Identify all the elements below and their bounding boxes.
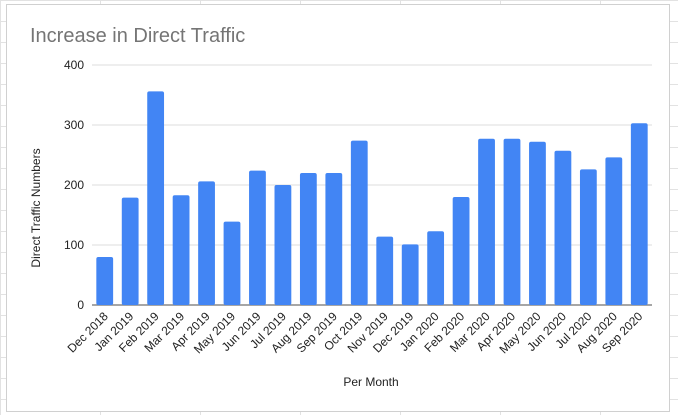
x-axis-label: Per Month: [343, 375, 398, 389]
y-tick-label: 200: [64, 178, 84, 192]
y-tick-label: 400: [64, 58, 84, 72]
bar[interactable]: [503, 138, 521, 305]
bar[interactable]: [299, 173, 317, 305]
bar[interactable]: [579, 169, 597, 305]
bar[interactable]: [223, 221, 241, 305]
bar[interactable]: [350, 140, 368, 305]
y-tick-label: 300: [64, 118, 84, 132]
bar[interactable]: [478, 138, 495, 305]
bar[interactable]: [96, 257, 114, 305]
bar[interactable]: [325, 173, 343, 305]
bar[interactable]: [198, 181, 215, 305]
bar[interactable]: [274, 185, 292, 305]
bar[interactable]: [529, 141, 546, 305]
chart-title: Increase in Direct Traffic: [30, 25, 245, 47]
bar[interactable]: [147, 91, 165, 306]
bar[interactable]: [452, 197, 470, 305]
bar[interactable]: [376, 236, 394, 305]
bar[interactable]: [630, 123, 648, 305]
bar[interactable]: [401, 244, 419, 305]
bar[interactable]: [554, 150, 572, 305]
y-tick-label: 0: [77, 298, 84, 312]
bar[interactable]: [249, 170, 266, 305]
bar[interactable]: [121, 197, 139, 305]
bar[interactable]: [427, 231, 445, 305]
bar[interactable]: [605, 157, 623, 305]
y-axis-label: Direct Traffic Numbers: [29, 148, 43, 267]
bar[interactable]: [172, 195, 190, 305]
y-tick-label: 100: [64, 238, 84, 252]
